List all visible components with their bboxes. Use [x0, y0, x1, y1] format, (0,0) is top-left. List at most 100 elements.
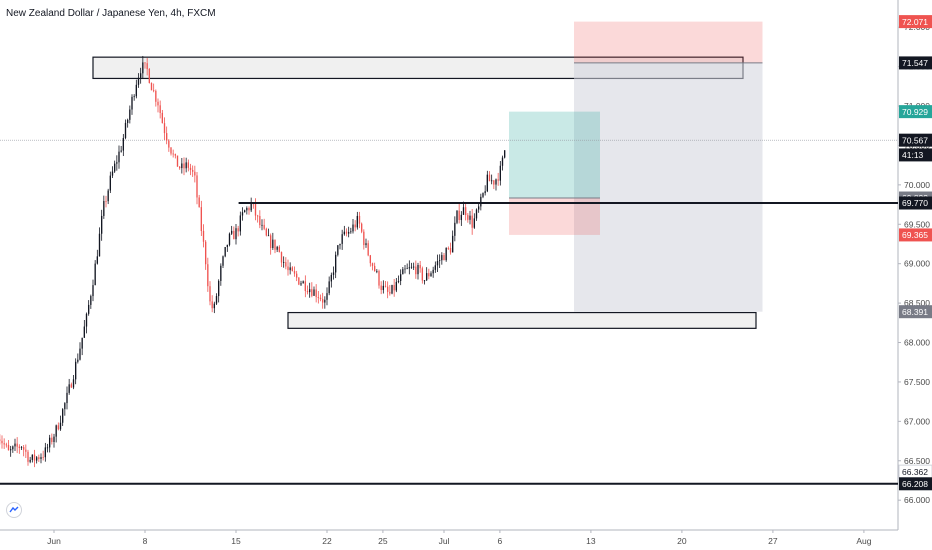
zone-rectangle [287, 311, 757, 329]
candle-down [16, 443, 18, 447]
candle-down [419, 265, 421, 269]
short-position-target-zone [574, 62, 763, 312]
candle-up [503, 150, 506, 158]
candle-up [499, 165, 502, 181]
price-axis-label: 70.567 [902, 135, 928, 145]
candle-up [365, 243, 367, 246]
candle-down [467, 215, 469, 220]
long-position-stop-zone [509, 198, 600, 235]
candle-down [248, 207, 250, 211]
candle-up [59, 422, 62, 430]
candle-down [291, 267, 294, 272]
candle-up [272, 239, 274, 249]
candle-up [228, 233, 231, 245]
candle-down [7, 444, 10, 451]
time-tick-label: Aug [856, 536, 871, 546]
candle-up [81, 337, 83, 349]
candle-down [464, 207, 467, 216]
candle-up [74, 361, 77, 380]
candle-up [289, 267, 291, 271]
candle-up [276, 246, 278, 250]
candle-down [254, 203, 257, 216]
candle-up [185, 162, 187, 169]
candle-up [224, 246, 226, 257]
candle-down [295, 273, 298, 278]
candle-down [152, 90, 155, 92]
candle-up [243, 210, 246, 213]
price-tick-label: 66.000 [904, 495, 930, 505]
price-axis-label-bg [899, 148, 932, 162]
candle-down [70, 384, 73, 388]
candle-down [0, 439, 1, 441]
candle-down [358, 215, 361, 224]
long-position-target-zone [509, 111, 600, 199]
candle-down [256, 215, 259, 217]
candle-up [423, 280, 426, 282]
price-tick-label: 67.000 [904, 416, 930, 426]
candle-up [308, 289, 311, 293]
time-tick-label: 20 [677, 536, 687, 546]
candle-up [302, 281, 304, 284]
candle-up [113, 163, 116, 172]
candle-up [417, 265, 419, 275]
candle-down [386, 286, 389, 292]
price-axis-label-bg [899, 196, 932, 210]
candle-up [131, 96, 133, 110]
candle-up [79, 348, 81, 360]
candle-down [373, 265, 376, 272]
candle-up [220, 265, 222, 281]
candle-down [393, 285, 395, 291]
candle-up [399, 274, 402, 281]
candle-down [172, 153, 174, 155]
candle-down [33, 454, 36, 461]
candle-down [319, 297, 322, 300]
candle-up [326, 293, 328, 300]
candle-down [211, 301, 213, 309]
candle-up [92, 285, 94, 297]
candle-down [198, 197, 200, 208]
candle-up [103, 201, 105, 216]
candle-up [495, 179, 497, 185]
time-tick-label: Jul [439, 536, 450, 546]
candle-up [490, 180, 493, 182]
candle-down [371, 263, 374, 266]
candle-down [315, 289, 317, 298]
candle-up [343, 231, 346, 235]
candle-up [215, 296, 218, 304]
candle-up [96, 256, 99, 264]
candle-down [38, 457, 40, 459]
price-axis-label-bg [899, 133, 932, 147]
candle-down [57, 425, 60, 430]
candle-down [415, 266, 417, 275]
candle-down [458, 210, 460, 221]
candle-up [395, 281, 398, 291]
candle-up [222, 256, 224, 266]
price-axis-label: 69.365 [902, 230, 928, 240]
price-axis-label: 72.071 [902, 17, 928, 27]
candle-down [265, 228, 268, 236]
candle-down [5, 444, 8, 446]
candle-up [40, 457, 42, 459]
candle-up [282, 262, 285, 263]
candle-up [397, 280, 400, 282]
price-axis-label-bg [899, 305, 932, 319]
candle-down [157, 101, 159, 106]
candle-up [107, 190, 109, 202]
candle-down [174, 154, 177, 156]
candle-down [3, 443, 5, 445]
candle-up [480, 196, 482, 207]
candle-up [31, 454, 34, 460]
candle-up [412, 266, 415, 268]
candle-up [217, 280, 220, 297]
candle-down [22, 447, 25, 450]
candle-up [241, 212, 244, 216]
time-tick-label: 8 [143, 536, 148, 546]
candle-up [451, 235, 454, 253]
candle-down [280, 252, 283, 263]
candle-down [363, 231, 365, 246]
candle-up [230, 230, 233, 234]
candle-up [441, 255, 443, 261]
candle-down [360, 223, 363, 232]
